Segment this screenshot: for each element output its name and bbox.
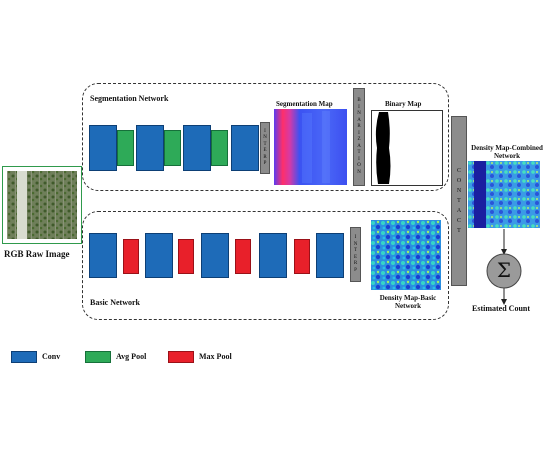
legend-label-maxpool: Max Pool (199, 352, 232, 361)
density-map-combined-label: Density Map-Combined Network (471, 144, 543, 160)
basic-interp-text: INTERP (353, 235, 358, 273)
binary-map-image (371, 110, 443, 186)
legend-swatch-avgpool (85, 351, 111, 363)
seg-conv-block-2 (136, 125, 164, 171)
seg-avgpool-block-1 (117, 130, 134, 166)
basic-interp-layer: INTERP (350, 227, 361, 282)
basic-maxpool-block-2 (178, 239, 194, 274)
legend-swatch-conv (11, 351, 37, 363)
basic-conv-block-4 (259, 233, 287, 278)
sum-node (486, 253, 522, 289)
seg-interp-layer: INTERP (260, 122, 270, 174)
legend-label-avgpool: Avg Pool (116, 352, 147, 361)
basic-conv-block-2 (145, 233, 173, 278)
rgb-input-image-frame (2, 166, 82, 244)
basic-maxpool-block-1 (123, 239, 139, 274)
basic-conv-block-5 (316, 233, 344, 278)
binarization-text: BINARIZATION (357, 98, 361, 175)
seg-conv-block-4 (231, 125, 259, 171)
seg-conv-block-1 (89, 125, 117, 171)
estimated-count-label: Estimated Count (472, 304, 531, 313)
concat-layer: CONTACT (451, 116, 467, 286)
density-map-basic-label: Density Map-Basic Network (379, 294, 437, 310)
segmentation-network-panel (82, 83, 449, 191)
seg-avgpool-block-2 (164, 130, 181, 166)
density-map-basic-image (371, 220, 441, 290)
sum-symbol: Σ (496, 258, 512, 282)
seg-interp-text: INTERP (263, 128, 267, 167)
binary-map-label: Binary Map (385, 100, 422, 108)
legend-swatch-maxpool (168, 351, 194, 363)
binarization-layer: BINARIZATION (353, 88, 365, 186)
seg-conv-block-3 (183, 125, 211, 171)
rgb-input-image (7, 171, 77, 239)
seg-avgpool-block-3 (211, 130, 228, 166)
legend-label-conv: Conv (42, 352, 61, 361)
basic-maxpool-block-4 (294, 239, 310, 274)
basic-maxpool-block-3 (235, 239, 251, 274)
segmentation-map-label: Segmentation Map (276, 100, 333, 108)
concat-text: CONTACT (456, 168, 462, 234)
rgb-input-label: RGB Raw Image (4, 249, 70, 259)
basic-network-panel (82, 211, 449, 320)
basic-conv-block-1 (89, 233, 117, 278)
segmentation-network-title: Segmentation Network (90, 94, 169, 103)
segmentation-map-image (274, 109, 347, 185)
basic-network-title: Basic Network (90, 298, 140, 307)
basic-conv-block-3 (201, 233, 229, 278)
density-map-combined-image (468, 161, 540, 228)
